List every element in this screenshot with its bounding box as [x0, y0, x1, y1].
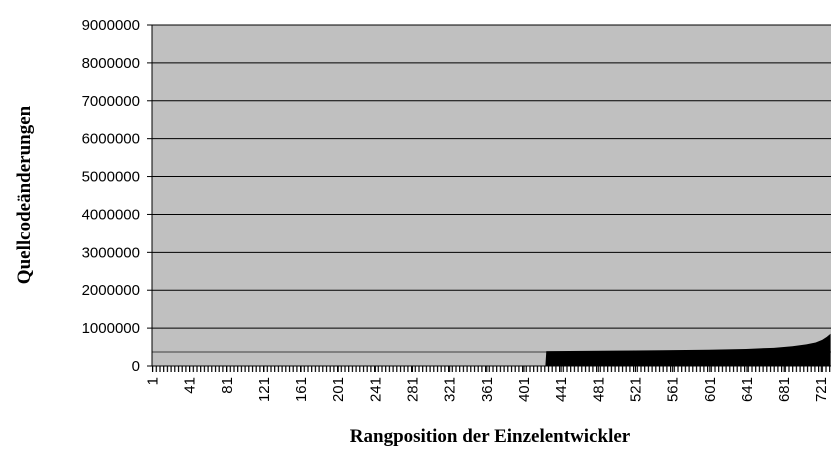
- x-tick-label: 361: [479, 377, 496, 402]
- y-tick-label: 8000000: [82, 55, 140, 72]
- y-tick-label: 0: [132, 358, 140, 375]
- x-tick-label: 281: [405, 377, 422, 402]
- area: [152, 333, 831, 366]
- x-tick-label: 481: [590, 377, 607, 402]
- y-tick-label: 6000000: [82, 131, 140, 148]
- x-tick-label: 601: [702, 377, 719, 402]
- layer: 0 1000000 2000000 3000000 4000000 5000000 6000…: [82, 17, 831, 402]
- x-axis-title: Rangposition der Einzelentwickler: [350, 426, 631, 447]
- y-axis-title: Quellcodeänderungen: [14, 105, 35, 284]
- x-tick-label: 81: [219, 377, 236, 394]
- y-tick-label: 2000000: [82, 282, 140, 299]
- x-tick-label: 721: [813, 377, 830, 402]
- x-tick-label: 241: [367, 377, 384, 402]
- x-tick-label: 321: [442, 377, 459, 402]
- x-tick-label: 1: [144, 377, 161, 385]
- x-tick-label: 161: [293, 377, 310, 402]
- x-tick-label: 521: [627, 377, 644, 402]
- x-tick-label: 201: [330, 377, 347, 402]
- y-tick-label: 9000000: [82, 17, 140, 34]
- y-tick-label: 1000000: [82, 320, 140, 337]
- y-tick-label: 5000000: [82, 169, 140, 186]
- x-tick-label: 41: [182, 377, 199, 394]
- y-tick-label: 3000000: [82, 244, 140, 261]
- minor-ticks: [152, 366, 831, 372]
- x-tick-label: 641: [739, 377, 756, 402]
- y-tick-label: 4000000: [82, 206, 140, 223]
- x-tick-label: 401: [516, 377, 533, 402]
- x-tick-label: 121: [256, 377, 273, 402]
- x-tick-label: 441: [553, 377, 570, 402]
- x-tick-label: 561: [665, 377, 682, 402]
- plot-area: [152, 25, 831, 366]
- y-tick-label: 7000000: [82, 93, 140, 110]
- x-tick-label: 681: [776, 377, 793, 402]
